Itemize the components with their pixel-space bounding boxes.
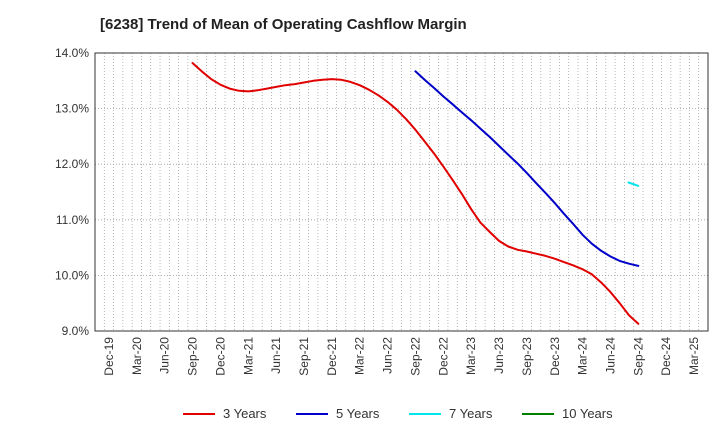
y-axis-tick-labels: 9.0% 10.0% 11.0% 12.0% 13.0% 14.0%	[55, 46, 89, 338]
x-tick-label: Dec-21	[325, 337, 339, 376]
x-tick-label: Sep-24	[631, 337, 645, 376]
y-tick-label: 13.0%	[55, 102, 89, 116]
x-tick-label: Jun-20	[158, 337, 172, 374]
x-tick-label: Dec-23	[548, 337, 562, 376]
x-tick-label: Mar-23	[464, 337, 478, 375]
x-tick-label: Jun-23	[492, 337, 506, 374]
y-tick-label: 11.0%	[56, 213, 89, 227]
legend-label: 5 Years	[336, 406, 380, 421]
y-tick-label: 9.0%	[62, 324, 90, 338]
y-tick-label: 14.0%	[55, 46, 89, 60]
x-tick-label: Dec-19	[102, 337, 116, 376]
x-tick-label: Mar-22	[353, 337, 367, 375]
plot-frame	[94, 52, 709, 332]
series-lines	[191, 62, 640, 325]
legend: 3 Years 5 Years 7 Years 10 Years	[183, 406, 613, 421]
legend-label: 10 Years	[562, 406, 613, 421]
x-tick-label: Jun-21	[269, 337, 283, 374]
series-line-3-years	[191, 62, 640, 325]
vertical-gridlines	[103, 53, 700, 331]
x-tick-label: Dec-24	[659, 337, 673, 376]
series-line-5-years	[414, 70, 640, 267]
horizontal-gridlines	[95, 108, 708, 276]
x-tick-label: Sep-23	[520, 337, 534, 376]
legend-label: 3 Years	[223, 406, 267, 421]
legend-label: 7 Years	[449, 406, 493, 421]
x-tick-label: Jun-22	[381, 337, 395, 374]
x-tick-label: Mar-25	[687, 337, 701, 375]
y-tick-label: 12.0%	[55, 157, 89, 171]
x-tick-label: Mar-20	[130, 337, 144, 375]
chart-title: [6238] Trend of Mean of Operating Cashfl…	[100, 16, 467, 33]
series-line-7-years	[627, 181, 640, 187]
x-tick-label: Sep-21	[297, 337, 311, 376]
x-tick-label: Jun-24	[603, 337, 617, 374]
x-tick-label: Dec-20	[213, 337, 227, 376]
y-tick-label: 10.0%	[55, 268, 89, 282]
x-axis-tick-labels: Dec-19 Mar-20 Jun-20 Sep-20 Dec-20 Mar-21 Jun-…	[102, 337, 701, 376]
x-tick-label: Sep-22	[408, 337, 422, 376]
x-tick-label: Mar-21	[241, 337, 255, 375]
x-tick-label: Mar-24	[576, 337, 590, 375]
x-tick-label: Sep-20	[186, 337, 200, 376]
x-tick-label: Dec-22	[436, 337, 450, 376]
